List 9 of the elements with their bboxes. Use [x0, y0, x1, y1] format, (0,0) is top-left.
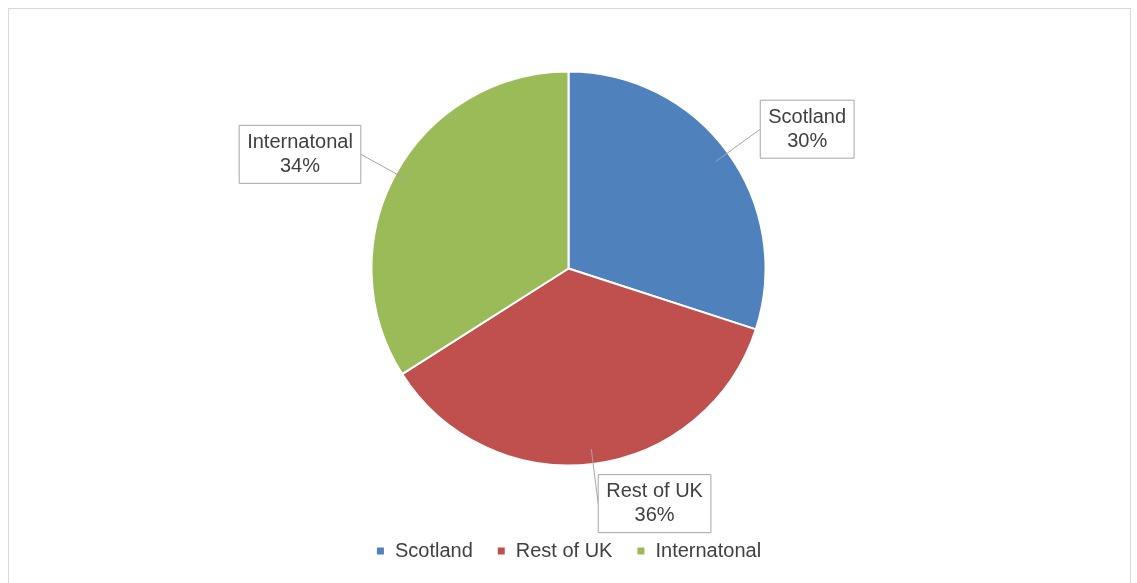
- legend-label: Rest of UK: [515, 538, 614, 561]
- data-label: 30%: [787, 128, 828, 151]
- legend-label: Internatonal: [655, 538, 762, 561]
- slice-label: Rest of UK: [606, 479, 704, 502]
- data-label: 36%: [634, 503, 675, 526]
- data-label: 34%: [279, 153, 321, 176]
- legend-label: Scotland: [394, 538, 473, 561]
- slice-label: Internatonal: [247, 129, 353, 152]
- slice-label: Scotland: [768, 104, 847, 127]
